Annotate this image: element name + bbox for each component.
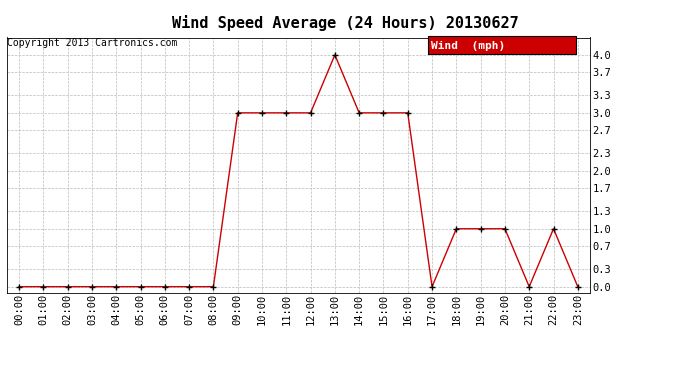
Text: Wind  (mph): Wind (mph) [431, 41, 506, 51]
Text: Wind Speed Average (24 Hours) 20130627: Wind Speed Average (24 Hours) 20130627 [172, 15, 518, 31]
Text: Copyright 2013 Cartronics.com: Copyright 2013 Cartronics.com [7, 38, 177, 48]
